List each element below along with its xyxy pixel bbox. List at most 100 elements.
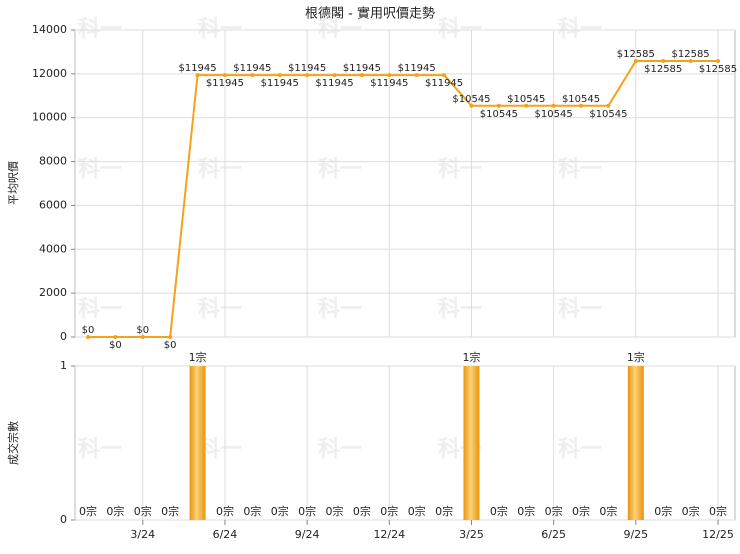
value-label: $12585 — [699, 64, 737, 75]
data-point — [716, 59, 720, 64]
value-label: 1宗 — [189, 350, 207, 364]
value-label: $11945 — [425, 78, 463, 89]
value-label: 0宗 — [517, 504, 535, 518]
data-point — [195, 73, 200, 78]
y-tick-label: 8000 — [39, 155, 67, 168]
value-label: $10545 — [452, 94, 490, 105]
value-label: 0宗 — [79, 504, 97, 518]
x-tick-label: 12/24 — [373, 528, 405, 541]
value-label: 0宗 — [572, 504, 590, 518]
watermark: 科一 — [438, 157, 482, 182]
bar — [189, 366, 206, 520]
value-label: $10545 — [589, 109, 627, 120]
data-point — [86, 335, 90, 339]
value-label: 0宗 — [216, 504, 234, 518]
data-point — [387, 73, 392, 78]
watermark: 科一 — [198, 157, 242, 182]
value-label: $12585 — [617, 49, 655, 60]
y-tick-label: 12000 — [32, 67, 67, 80]
value-label: $11945 — [398, 63, 436, 74]
value-label: 0宗 — [298, 504, 316, 518]
watermark: 科一 — [78, 437, 122, 462]
data-point — [414, 73, 419, 78]
value-label: $0 — [82, 325, 95, 336]
x-tick-label: 9/24 — [295, 528, 320, 541]
value-label: $11945 — [370, 78, 408, 89]
y-tick-label: 2000 — [39, 286, 67, 299]
value-label: $11945 — [288, 63, 326, 74]
chart-title: 根德閣 - 實用呎價走勢 — [305, 6, 435, 22]
value-label: 0宗 — [599, 504, 617, 518]
watermark: 科一 — [318, 157, 362, 182]
x-tick-label: 9/25 — [623, 528, 648, 541]
value-label: $10545 — [535, 109, 573, 120]
y-axis-title: 成交宗數 — [6, 421, 20, 465]
watermark: 科一 — [438, 297, 482, 322]
x-tick-label: 3/25 — [459, 528, 484, 541]
value-label: 0宗 — [243, 504, 261, 518]
y-tick-label: 1 — [60, 359, 67, 372]
value-label: $11945 — [261, 78, 299, 89]
value-label: $10545 — [480, 109, 518, 120]
y-tick-label: 14000 — [32, 23, 67, 36]
value-label: $11945 — [206, 78, 244, 89]
watermark: 科一 — [78, 157, 122, 182]
data-point — [332, 73, 337, 78]
value-label: $10545 — [507, 94, 545, 105]
data-point — [551, 103, 556, 108]
data-point — [469, 103, 474, 108]
y-tick-label: 0 — [60, 330, 67, 343]
data-point — [305, 73, 310, 78]
bar — [463, 366, 480, 520]
data-line — [88, 60, 718, 338]
watermark: 科一 — [558, 297, 602, 322]
value-label: 0宗 — [654, 504, 672, 518]
value-label: 1宗 — [627, 350, 645, 364]
y-tick-label: 0 — [60, 513, 67, 526]
x-tick-label: 12/25 — [702, 528, 734, 541]
y-tick-label: 6000 — [39, 198, 67, 211]
watermark: 科一 — [558, 157, 602, 182]
data-point — [579, 103, 584, 108]
value-label: $11945 — [178, 63, 216, 74]
value-label: $12585 — [672, 49, 710, 60]
watermark: 科一 — [78, 297, 122, 322]
y-tick-label: 10000 — [32, 111, 67, 124]
value-label: 0宗 — [134, 504, 152, 518]
value-label: 0宗 — [380, 504, 398, 518]
data-point — [222, 73, 227, 78]
data-point — [524, 103, 529, 108]
value-label: 1宗 — [462, 350, 480, 364]
data-point — [442, 73, 447, 78]
value-label: $0 — [164, 340, 177, 351]
data-point — [277, 73, 282, 78]
watermark: 科一 — [318, 437, 362, 462]
data-point — [496, 103, 501, 108]
data-point — [633, 59, 638, 64]
value-label: 0宗 — [271, 504, 289, 518]
x-tick-label: 3/24 — [130, 528, 155, 541]
watermark: 科一 — [318, 297, 362, 322]
data-point — [688, 59, 693, 64]
value-label: 0宗 — [490, 504, 508, 518]
value-label: 0宗 — [161, 504, 179, 518]
data-point — [113, 335, 118, 339]
data-point — [250, 73, 255, 78]
value-label: 0宗 — [408, 504, 426, 518]
data-point — [168, 335, 173, 339]
bar — [627, 366, 644, 520]
value-label: $11945 — [343, 63, 381, 74]
value-label: $0 — [136, 325, 149, 336]
watermark: 科一 — [558, 437, 602, 462]
watermark: 科一 — [198, 297, 242, 322]
value-label: $11945 — [233, 63, 271, 74]
data-point — [359, 73, 364, 78]
value-label: $12585 — [644, 64, 682, 75]
value-label: 0宗 — [435, 504, 453, 518]
value-label: 0宗 — [326, 504, 344, 518]
value-label: 0宗 — [682, 504, 700, 518]
value-label: $0 — [109, 340, 122, 351]
value-label: 0宗 — [353, 504, 371, 518]
value-label: $11945 — [315, 78, 353, 89]
